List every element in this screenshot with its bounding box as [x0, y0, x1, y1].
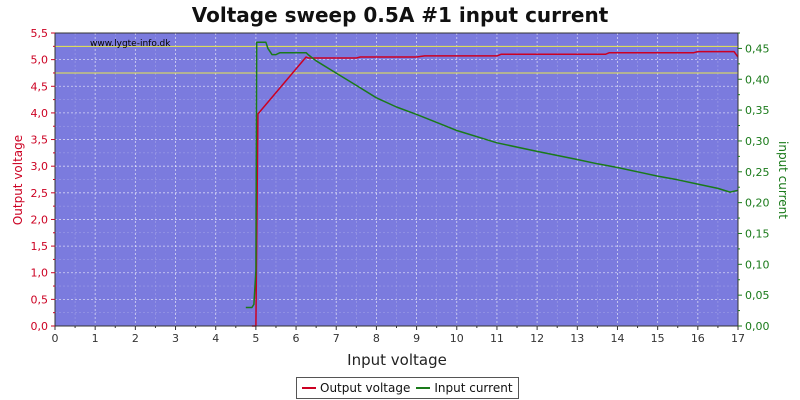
y-left-tick-label: 4,0	[31, 107, 49, 120]
y-left-tick-label: 0,5	[31, 293, 49, 306]
x-tick-label: 10	[450, 332, 464, 345]
x-tick-label: 2	[132, 332, 139, 345]
x-tick-label: 3	[172, 332, 179, 345]
x-tick-label: 16	[691, 332, 705, 345]
y-axis-right-label: input current	[776, 141, 790, 219]
series-line-input-current	[245, 41, 739, 309]
y-axis-right: 0,00 0,05 0,10 0,15 0,20 0,25 0,30 0,35 0,40 0,45	[738, 32, 770, 333]
x-tick-label: 6	[293, 332, 300, 345]
y-left-tick-label: 3,0	[31, 160, 49, 173]
x-tick-label: 9	[413, 332, 420, 345]
legend-item-output-voltage: Output voltage	[302, 381, 410, 395]
y-right-tick-label: 0,05	[745, 289, 770, 302]
legend: Output voltage Input current	[296, 377, 519, 399]
x-axis: 0 1 2 3 4 5 6 7 8 9 10 11 12 13 14 15 16 17	[52, 326, 745, 345]
legend-label-output-voltage: Output voltage	[320, 381, 411, 395]
y-left-tick-label: 2,0	[31, 213, 49, 226]
x-axis-label: Input voltage	[347, 351, 447, 369]
x-tick-label: 15	[651, 332, 665, 345]
reference-lines	[55, 45, 738, 74]
y-left-tick-label: 3,5	[31, 134, 49, 147]
y-right-tick-label: 0,10	[745, 258, 770, 271]
x-tick-label: 0	[52, 332, 59, 345]
x-tick-label: 4	[212, 332, 219, 345]
y-left-tick-label: 5,5	[31, 27, 49, 40]
series-line-output-voltage	[251, 50, 739, 327]
y-left-tick-label: 2,5	[31, 187, 49, 200]
plot-background	[55, 33, 738, 326]
chart-title: Voltage sweep 0.5A #1 input current	[191, 3, 609, 27]
y-axis-left: 0,0 0,5 1,0 1,5 2,0 2,5 3,0 3,5 4,0 4,5 5,0 5,5	[31, 27, 55, 333]
x-tick-label: 13	[570, 332, 584, 345]
y-left-tick-label: 1,0	[31, 267, 49, 280]
y-right-tick-label: 0,00	[745, 320, 770, 333]
y-right-tick-label: 0,30	[745, 135, 770, 148]
y-left-tick-label: 4,5	[31, 80, 49, 93]
x-tick-label: 5	[252, 332, 259, 345]
y-right-tick-label: 0,35	[745, 104, 770, 117]
y-right-tick-label: 0,25	[745, 166, 770, 179]
x-tick-label: 17	[731, 332, 745, 345]
legend-label-input-current: Input current	[434, 381, 513, 395]
y-left-tick-label: 0,0	[31, 320, 49, 333]
y-axis-left-label: Output voltage	[11, 135, 25, 225]
x-tick-label: 11	[490, 332, 504, 345]
x-tick-label: 8	[373, 332, 380, 345]
y-right-tick-label: 0,40	[745, 73, 770, 86]
series-layer	[245, 41, 739, 327]
legend-item-input-current: Input current	[416, 381, 513, 395]
watermark: www.lygte-info.dk	[90, 39, 171, 49]
y-right-tick-label: 0,45	[745, 42, 770, 55]
x-tick-label: 1	[92, 332, 99, 345]
legend-swatch-input-current	[416, 387, 431, 389]
y-left-tick-label: 5,0	[31, 54, 49, 67]
y-left-tick-label: 1,5	[31, 240, 49, 253]
y-right-tick-label: 0,15	[745, 227, 770, 240]
y-right-tick-label: 0,20	[745, 197, 770, 210]
x-tick-label: 14	[610, 332, 624, 345]
x-tick-label: 7	[333, 332, 340, 345]
legend-swatch-output-voltage	[302, 387, 316, 389]
x-tick-label: 12	[530, 332, 544, 345]
